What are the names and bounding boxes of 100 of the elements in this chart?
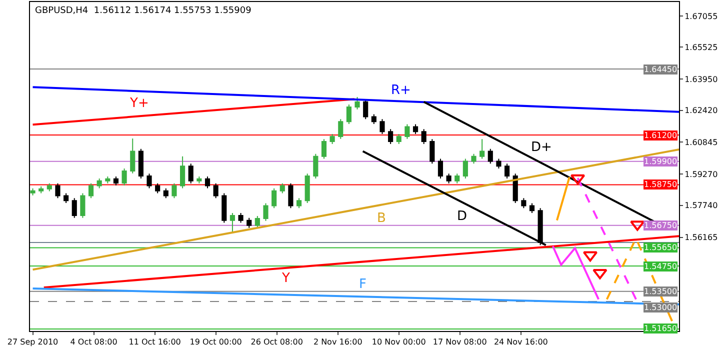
candlestick: [454, 173, 460, 184]
candlestick: [105, 176, 110, 184]
candlestick: [180, 156, 186, 189]
candlestick: [371, 114, 376, 125]
ref-line-label: 1.61200: [644, 131, 678, 140]
candlestick: [222, 192, 227, 224]
x-tick-label: 4 Oct 08:00: [70, 338, 118, 347]
candlestick: [72, 198, 77, 218]
line-series: [552, 245, 600, 300]
ref-line-label: 1.54750: [644, 262, 678, 271]
candlestick: [55, 182, 60, 199]
ref-line-label: 1.64450: [644, 65, 678, 74]
candlestick: [396, 134, 402, 144]
y-tick-label: 1.67055: [684, 12, 718, 21]
candlestick: [346, 104, 352, 125]
y-tick-label: 1.56165: [684, 233, 718, 242]
candlestick: [363, 98, 368, 120]
candlestick: [146, 173, 152, 189]
candlestick: [172, 182, 177, 199]
candlestick: [496, 158, 502, 170]
candlestick: [80, 192, 86, 218]
y-tick-label: 1.57740: [684, 201, 718, 210]
candlestick: [272, 188, 277, 209]
candlestick: [412, 124, 418, 135]
x-tick-label: 19 Oct 00:00: [190, 338, 242, 347]
point: [630, 220, 645, 231]
x-tick-label: 11 Oct 16:00: [128, 338, 181, 347]
candlestick: [521, 198, 526, 209]
candlestick: [471, 153, 476, 164]
y-tick-label: 1.65525: [684, 42, 718, 52]
y-tick-label: 1.59270: [684, 170, 718, 180]
candlestick: [263, 202, 268, 222]
series-label: Y: [281, 271, 290, 286]
candlestick: [462, 158, 468, 179]
candlestick: [488, 148, 493, 164]
series-label: D: [457, 209, 468, 224]
candlestick: [504, 163, 510, 179]
candlestick: [155, 182, 160, 194]
x-tick-label: 10 Nov 00:00: [372, 338, 426, 347]
candlestick: [529, 202, 535, 214]
x-tick-label: 24 Nov 16:00: [494, 338, 548, 347]
ref-line-label: 1.51650: [644, 324, 678, 333]
ref-line-label: 1.53500: [644, 287, 678, 296]
candlestick: [213, 182, 218, 199]
candlestick: [380, 118, 385, 135]
candlestick: [388, 128, 394, 144]
candlestick: [30, 188, 36, 196]
candlestick: [230, 212, 235, 232]
ref-line-label: 1.55650: [644, 243, 678, 252]
candlestick: [512, 173, 518, 204]
candlestick: [421, 128, 426, 144]
series-label: R+: [391, 83, 411, 98]
y-tick-label: 1.63950: [684, 74, 718, 84]
candlestick: [64, 192, 69, 204]
x-tick-label: 27 Sep 2010: [7, 338, 58, 347]
candlestick: [288, 182, 294, 209]
candlestick: [46, 182, 52, 192]
x-tick-label: 2 Nov 16:00: [313, 338, 362, 347]
text: GBPUSD,H4 1.56112 1.56174 1.55753 1.55909: [35, 6, 252, 16]
candlestick: [446, 173, 452, 184]
candlestick: [480, 138, 485, 160]
series-label: F: [359, 277, 366, 292]
candlestick: [313, 153, 318, 179]
candlestick: [338, 118, 344, 140]
ref-line-label: 1.56750: [644, 221, 678, 230]
ref-line-label: 1.53000: [644, 303, 678, 312]
candlestick: [204, 176, 210, 189]
point: [582, 251, 598, 262]
ref-line-label: 1.58750: [644, 180, 678, 189]
ref-line-label: 1.59900: [644, 157, 678, 166]
candlestick: [113, 176, 119, 186]
candlestick: [354, 96, 360, 110]
candlestick: [96, 178, 102, 189]
series-label: D+: [531, 140, 552, 155]
candlestick: [238, 212, 244, 224]
point: [592, 268, 608, 280]
candlestick: [88, 182, 94, 199]
y-tick-label: 1.60845: [684, 138, 718, 148]
candlestick: [138, 148, 144, 179]
point: [570, 174, 586, 185]
candlestick: [130, 138, 136, 174]
candlestick: [430, 138, 435, 164]
candlestick: [296, 198, 302, 209]
candlestick: [330, 134, 335, 144]
x-tick-label: 26 Oct 08:00: [250, 338, 303, 347]
candlestick: [304, 173, 310, 204]
candlestick: [254, 216, 260, 228]
candlestick: [163, 188, 168, 199]
candlestick: [188, 163, 194, 184]
candlestick: [321, 138, 327, 160]
series-label: Y+: [129, 96, 149, 111]
candlestick: [404, 124, 410, 140]
candlestick: [246, 217, 252, 228]
series-label: B: [377, 211, 386, 226]
candlestick: [122, 168, 127, 186]
candlestick: [438, 158, 444, 179]
x-tick-label: 17 Nov 08:00: [432, 338, 487, 347]
candlestick: [38, 186, 44, 194]
candlestick: [196, 176, 202, 184]
y-tick-label: 1.62420: [684, 106, 718, 116]
